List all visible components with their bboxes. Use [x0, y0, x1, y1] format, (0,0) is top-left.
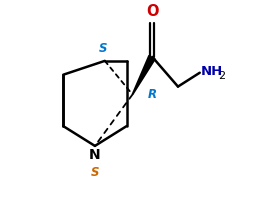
Text: S: S: [91, 165, 99, 178]
Text: 2: 2: [219, 70, 226, 80]
Text: S: S: [99, 42, 107, 55]
Polygon shape: [132, 56, 156, 95]
Text: N: N: [89, 147, 101, 161]
Text: R: R: [147, 88, 156, 100]
Text: O: O: [146, 4, 158, 19]
Text: NH: NH: [201, 65, 223, 78]
